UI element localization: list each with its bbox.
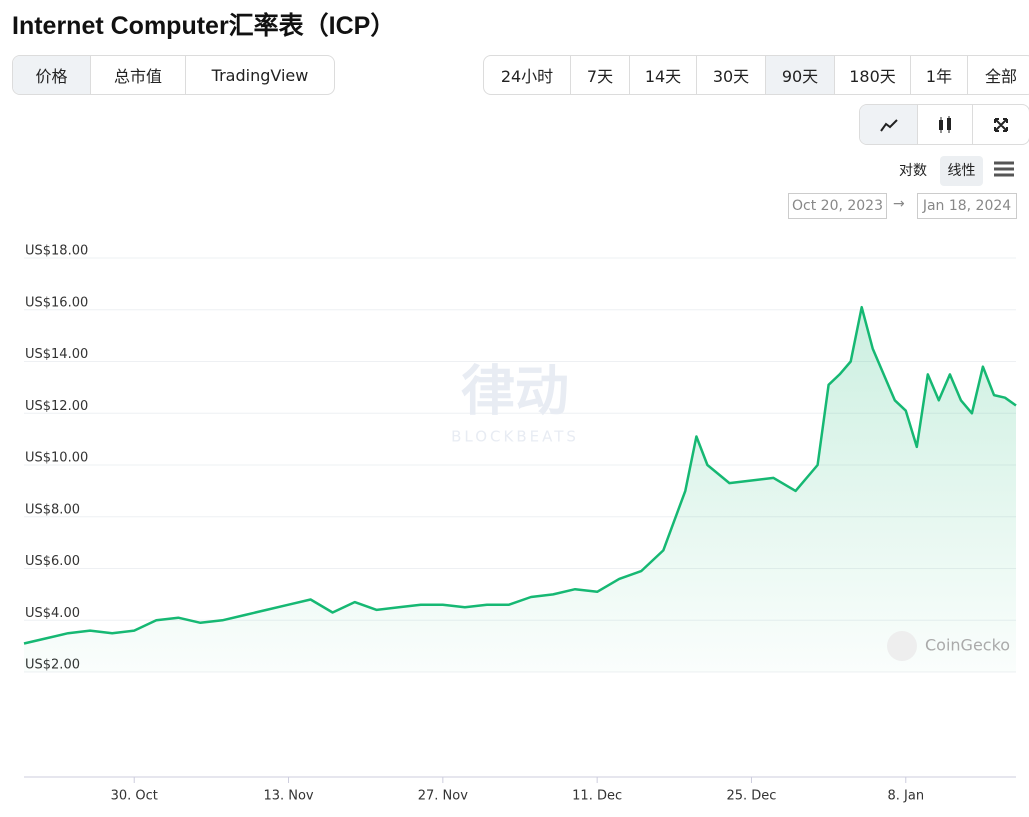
range-button[interactable]: 7天 [571,56,630,94]
date-arrow: → [893,196,905,212]
x-tick-label: 13. Nov [263,789,313,804]
y-tick-label: US$16.00 [25,295,88,310]
x-tick-label: 8. Jan [887,789,924,804]
x-tick-label: 11. Dec [572,789,622,804]
fullscreen-button[interactable] [973,105,1029,144]
watermark: 律动 [461,360,569,423]
y-tick-label: US$12.00 [25,399,88,414]
range-button[interactable]: 24小时 [484,56,571,94]
tab[interactable]: 价格 [13,56,91,94]
x-tick-label: 25. Dec [726,789,776,804]
tab[interactable]: TradingView [211,65,309,85]
candle-chart-button[interactable] [918,105,973,144]
area-fill [24,307,1016,672]
y-tick-label: US$4.00 [25,606,80,621]
y-tick-label: US$10.00 [25,451,88,466]
title: Internet Computer汇率表（ICP） [12,12,396,40]
range-button[interactable]: 14天 [630,56,697,94]
range-button[interactable]: 90天 [766,56,835,94]
range-button[interactable]: 30天 [697,56,766,94]
date-to[interactable]: Jan 18, 2024 [917,193,1017,219]
y-tick-label: US$14.00 [25,347,88,362]
chart-type-group [859,104,1029,145]
range-button[interactable]: 1年 [911,56,968,94]
y-tick-label: US$8.00 [25,502,80,517]
scale-log[interactable]: 对数 [899,163,927,179]
range-group: 24小时 7天 14天 30天 90天 180天 1年 全部 [483,55,1029,95]
x-tick-label: 27. Nov [418,789,468,804]
x-tick-label: 30. Oct [111,789,158,804]
y-tick-label: US$18.00 [25,244,88,259]
range-button[interactable]: 180天 [835,56,911,94]
price-line [23,305,1017,645]
brand: CoinGecko [925,636,1010,655]
line-chart-button[interactable] [860,105,918,144]
menu-button[interactable] [993,160,1015,178]
y-tick-label: US$6.00 [25,554,80,569]
brand-logo [887,631,917,661]
date-from[interactable]: Oct 20, 2023 [788,193,887,219]
scale-linear[interactable]: 线性 [940,156,983,186]
tab[interactable]: 总市值 [91,56,186,94]
tab-group: 价格 总市值 TradingView [12,55,335,95]
range-button[interactable]: 全部 [984,67,1017,86]
watermark-sub: BLOCKBEATS [451,428,579,446]
